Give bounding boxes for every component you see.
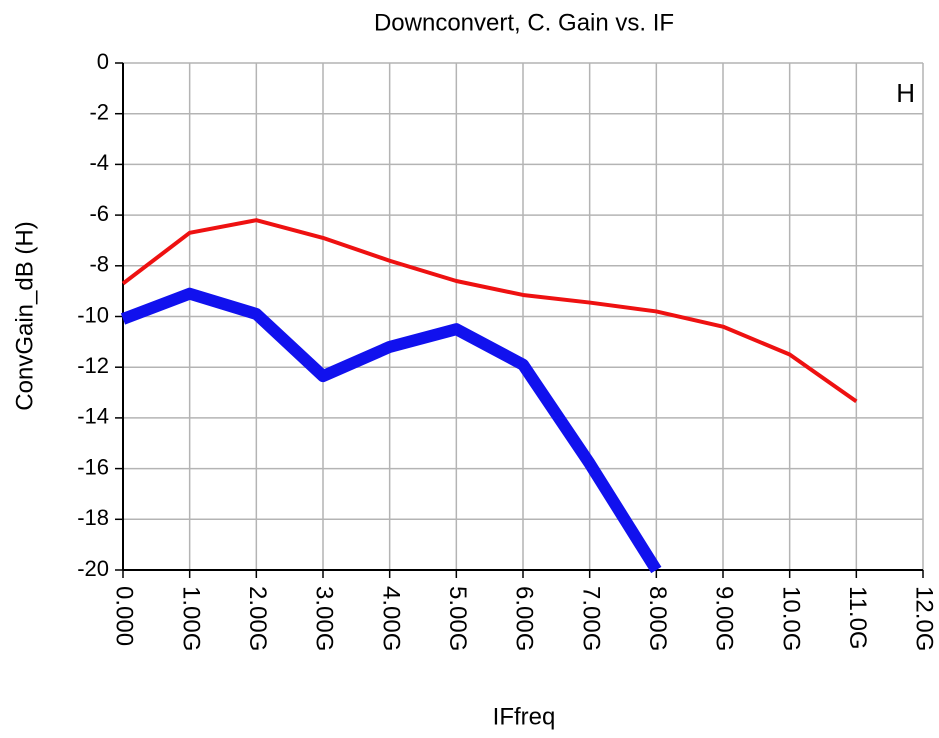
y-tick-label: -8 (89, 252, 109, 277)
x-tick-label: 11.0G (844, 586, 871, 650)
y-tick-label: -18 (77, 505, 109, 530)
x-tick-label: 3.00G (311, 586, 338, 651)
y-tick-label: -10 (77, 302, 109, 327)
x-tick-label: 8.00G (644, 586, 671, 651)
annotation: H (896, 78, 915, 108)
data-line (120, 287, 662, 574)
y-tick-label: -2 (89, 100, 109, 125)
x-tick-label: 12.0G (911, 586, 938, 651)
y-tick-label: -12 (77, 353, 109, 378)
x-tick-label: 1.00G (177, 586, 204, 651)
x-tick-label: 10.0G (777, 586, 804, 651)
y-tick-label: -14 (77, 404, 109, 429)
y-tick-label: -20 (77, 556, 109, 581)
x-tick-label: 2.00G (244, 586, 271, 651)
data-line (121, 218, 858, 404)
y-tick-label: 0 (97, 49, 109, 74)
y-axis-label: ConvGain_dB (H) (11, 221, 38, 410)
x-tick-label: 4.00G (377, 586, 404, 651)
x-tick-label: 7.00G (577, 586, 604, 651)
x-tick-label: 6.00G (511, 586, 538, 651)
x-axis-label: IFfreq (493, 703, 556, 730)
y-tick-label: -4 (89, 150, 109, 175)
x-tick-label: 5.00G (444, 586, 471, 651)
y-tick-label: -16 (77, 454, 109, 479)
y-tick-label: -6 (89, 201, 109, 226)
chart-title: Downconvert, C. Gain vs. IF (374, 9, 674, 36)
x-tick-label: 9.00G (711, 586, 738, 651)
x-tick-label: 0.000 (111, 586, 138, 646)
